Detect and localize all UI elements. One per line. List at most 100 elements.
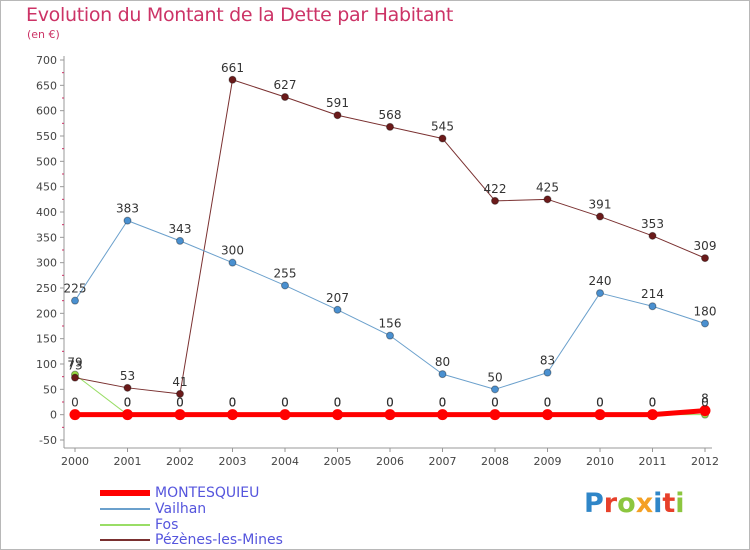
data-label: 180 bbox=[694, 304, 717, 318]
x-tick-label: 2005 bbox=[324, 455, 352, 468]
data-point bbox=[648, 231, 657, 240]
y-tick-label: 50 bbox=[43, 383, 57, 396]
data-label: 207 bbox=[326, 291, 349, 305]
data-label: 425 bbox=[536, 180, 559, 194]
data-label: 300 bbox=[221, 244, 244, 258]
data-label: 0 bbox=[439, 396, 447, 410]
data-label: 0 bbox=[544, 396, 552, 410]
y-tick-label: 500 bbox=[36, 155, 57, 168]
data-label: 50 bbox=[487, 370, 502, 384]
data-label: 8 bbox=[701, 392, 709, 406]
data-label: 83 bbox=[540, 354, 555, 368]
y-tick-label: 700 bbox=[36, 54, 57, 67]
legend-swatch-vailhan bbox=[100, 507, 150, 510]
data-point bbox=[543, 368, 552, 377]
y-tick-label: 650 bbox=[36, 79, 57, 92]
data-label: 0 bbox=[596, 396, 604, 410]
y-tick-label: 300 bbox=[36, 257, 57, 270]
data-point bbox=[281, 281, 289, 290]
y-tick-label: -50 bbox=[39, 434, 57, 447]
data-label: 0 bbox=[229, 396, 237, 410]
data-label: 156 bbox=[379, 317, 402, 331]
data-label: 0 bbox=[386, 396, 394, 410]
data-label: 422 bbox=[484, 182, 507, 196]
legend-label: Pézènes-les-Mines bbox=[155, 531, 283, 548]
series-1 bbox=[71, 216, 709, 394]
data-point bbox=[176, 389, 184, 398]
data-label: 591 bbox=[326, 96, 349, 110]
data-label: 0 bbox=[176, 396, 184, 410]
data-label: 627 bbox=[274, 78, 297, 92]
data-point bbox=[647, 409, 658, 421]
data-point bbox=[437, 409, 448, 421]
data-label: 79 bbox=[67, 356, 82, 370]
x-tick-label: 2007 bbox=[429, 455, 457, 468]
data-point bbox=[699, 405, 711, 417]
data-point bbox=[71, 373, 79, 382]
proxiti-logo: Proxiti bbox=[584, 488, 685, 519]
data-label: 353 bbox=[641, 217, 664, 231]
data-label: 0 bbox=[491, 396, 499, 410]
logo-letter: t bbox=[662, 488, 676, 519]
data-label: 240 bbox=[589, 274, 612, 288]
data-label: 255 bbox=[274, 266, 297, 280]
data-label: 73 bbox=[67, 359, 82, 373]
data-label: 41 bbox=[172, 375, 187, 389]
data-label: 0 bbox=[701, 396, 709, 410]
data-point bbox=[176, 236, 184, 245]
data-point bbox=[542, 409, 553, 421]
x-tick-label: 2002 bbox=[166, 455, 194, 468]
x-tick-label: 2000 bbox=[61, 455, 89, 468]
data-point bbox=[122, 409, 133, 421]
data-point bbox=[228, 258, 237, 267]
data-label: 568 bbox=[379, 108, 402, 122]
data-point bbox=[543, 195, 552, 204]
legend-item-montesquieu: MONTESQUIEU bbox=[100, 484, 259, 501]
x-tick-label: 2010 bbox=[586, 455, 614, 468]
data-point bbox=[332, 409, 343, 421]
data-label: 0 bbox=[386, 396, 394, 410]
data-label: 225 bbox=[64, 282, 87, 296]
data-point bbox=[384, 409, 396, 421]
data-point bbox=[596, 212, 604, 221]
data-label: 0 bbox=[281, 396, 289, 410]
data-label: 80 bbox=[435, 355, 450, 369]
data-label: 53 bbox=[120, 369, 135, 383]
y-tick-label: 450 bbox=[36, 181, 57, 194]
legend-item-vailhan: Vailhan bbox=[100, 500, 206, 517]
data-point bbox=[648, 302, 657, 311]
data-point bbox=[701, 319, 709, 328]
data-point bbox=[701, 254, 709, 263]
legend-item-fos: Fos bbox=[100, 516, 178, 533]
data-label: 0 bbox=[124, 396, 132, 410]
data-point bbox=[281, 92, 289, 101]
legend-label: Fos bbox=[155, 516, 179, 533]
legend-label: MONTESQUIEU bbox=[155, 484, 260, 501]
data-label: 545 bbox=[431, 120, 454, 134]
data-point bbox=[594, 409, 606, 421]
y-tick-label: 100 bbox=[36, 358, 57, 371]
x-tick-label: 2001 bbox=[114, 455, 142, 468]
data-label: 343 bbox=[169, 222, 192, 236]
data-point bbox=[386, 122, 394, 131]
data-label: 309 bbox=[694, 239, 717, 253]
legend-item-pezenes-les-mines: Pézènes-les-Mines bbox=[100, 531, 283, 548]
logo-letter: o bbox=[617, 488, 636, 519]
data-label: 0 bbox=[439, 396, 447, 410]
x-tick-label: 2011 bbox=[639, 455, 667, 468]
y-tick-label: 200 bbox=[36, 307, 57, 320]
legend-swatch-montesquieu bbox=[100, 489, 150, 496]
y-tick-label: 150 bbox=[36, 333, 57, 346]
data-point bbox=[596, 289, 604, 298]
x-tick-label: 2008 bbox=[481, 455, 509, 468]
data-label: 214 bbox=[641, 287, 664, 301]
data-point bbox=[279, 409, 291, 421]
y-tick-label: 400 bbox=[36, 206, 57, 219]
data-label: 661 bbox=[221, 61, 244, 75]
data-point bbox=[386, 331, 394, 340]
data-label: 0 bbox=[281, 396, 289, 410]
data-point bbox=[227, 409, 238, 421]
data-point bbox=[228, 75, 237, 84]
legend-swatch-pezenes bbox=[100, 538, 150, 541]
